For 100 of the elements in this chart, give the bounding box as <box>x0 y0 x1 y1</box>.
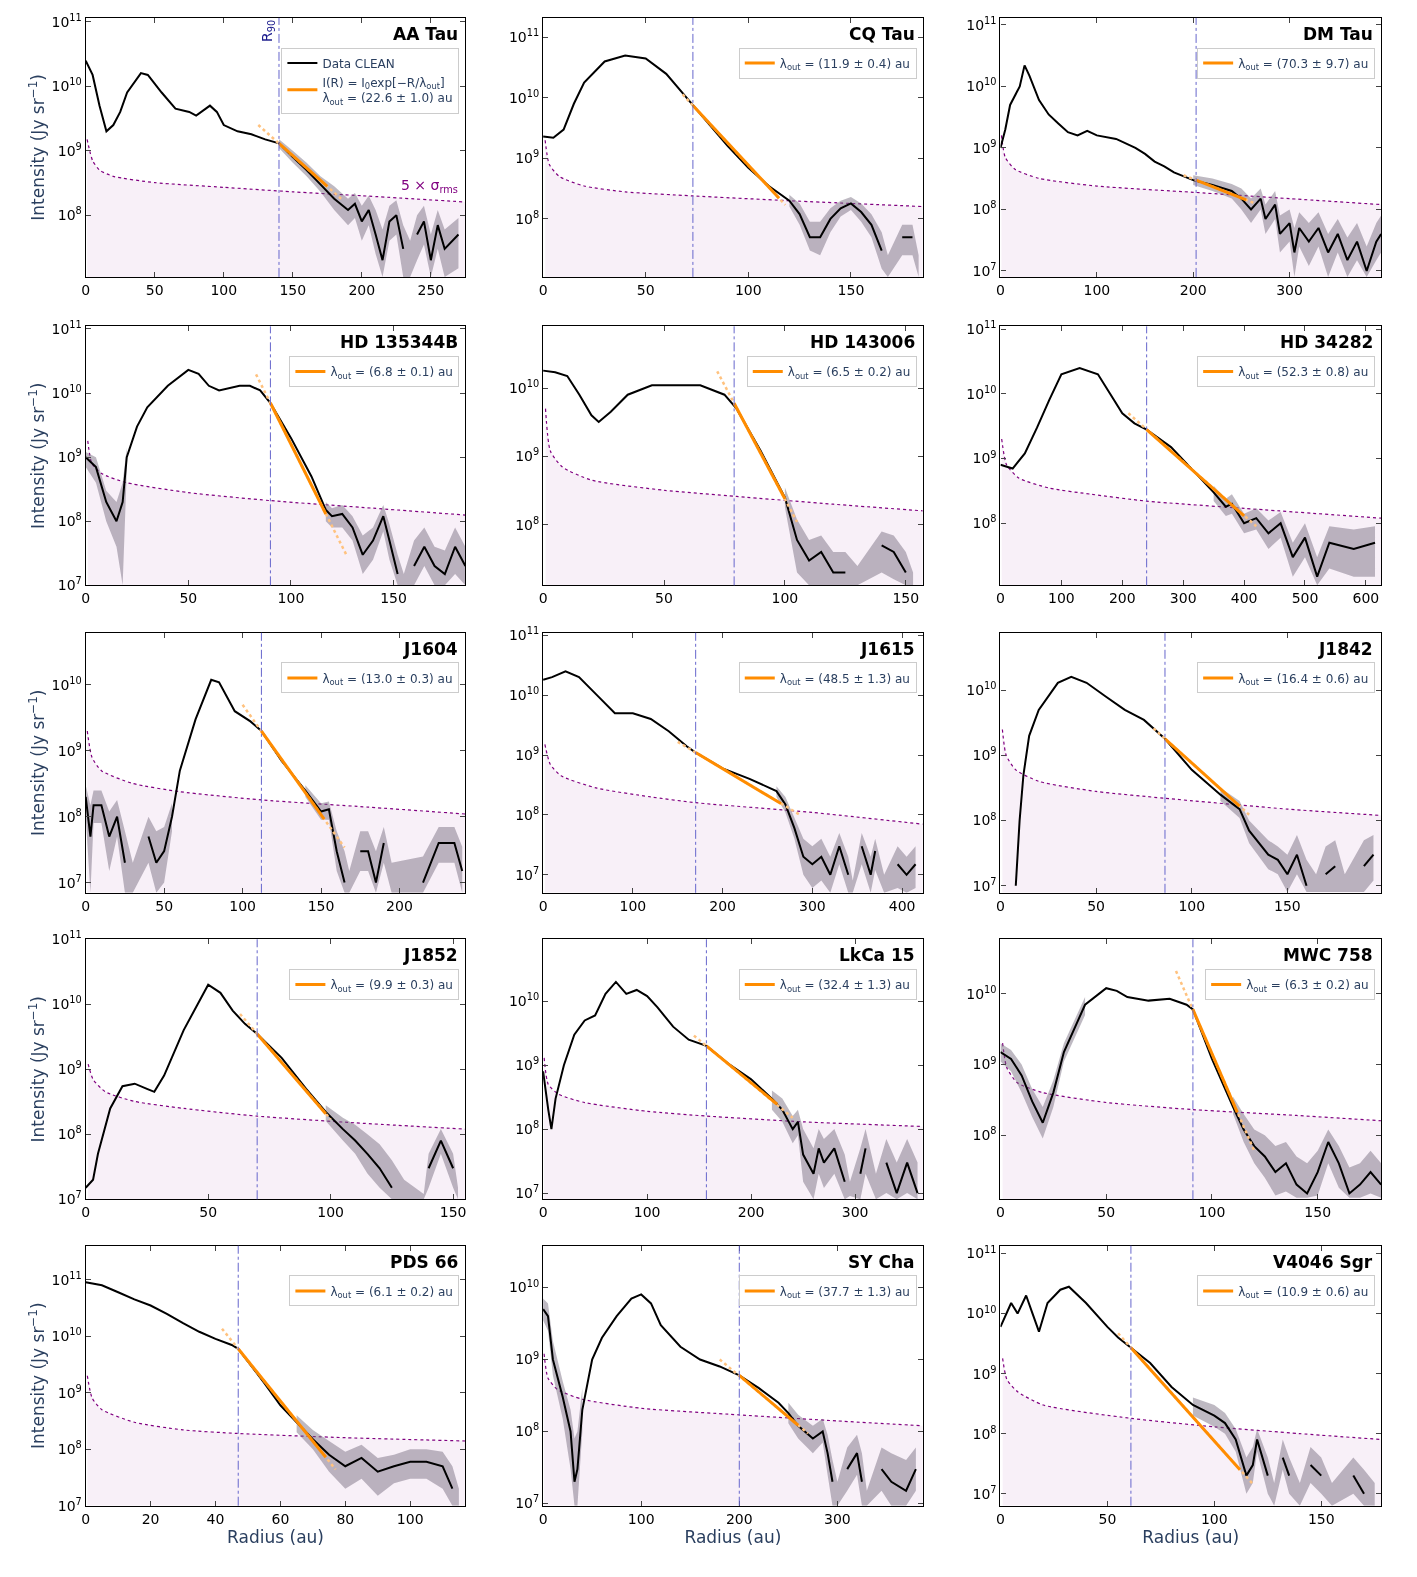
y-tick-label: 10$^{8}$ <box>57 1124 82 1143</box>
chart-title: AA Tau <box>393 24 459 44</box>
y-tick-label: 10$^{8}$ <box>515 804 540 823</box>
x-tick-label: 200 <box>737 1204 765 1221</box>
y-tick-label: 10$^{11}$ <box>51 11 82 30</box>
chart-title: LkCa 15 <box>839 945 915 965</box>
chart-title: HD 34282 <box>1280 332 1374 352</box>
y-tick-label: 10$^{10}$ <box>51 994 82 1013</box>
y-tick-label: 10$^{10}$ <box>51 675 82 693</box>
y-tick-label: 10$^{7}$ <box>515 864 540 883</box>
x-tick-label: 100 <box>1200 1510 1228 1527</box>
x-tick-label: 20 <box>141 1510 160 1527</box>
y-tick-label: 10$^{9}$ <box>972 448 997 467</box>
x-tick-label: 0 <box>996 1510 1005 1527</box>
x-tick-label: 100 <box>619 897 647 914</box>
y-tick-label: 10$^{11}$ <box>966 14 997 33</box>
x-tick-label: 40 <box>206 1510 225 1527</box>
x-tick-label: 200 <box>709 897 736 914</box>
y-tick-label: 10$^{10}$ <box>51 1326 82 1345</box>
y-tick-label: 10$^{10}$ <box>51 383 82 401</box>
y-tick-label: 10$^{8}$ <box>57 511 82 530</box>
x-tick-label: 0 <box>996 590 1005 607</box>
y-tick-label: 10$^{8}$ <box>57 205 82 224</box>
y-tick-label: 10$^{10}$ <box>966 983 997 1002</box>
y-tick-label: 10$^{9}$ <box>972 137 997 156</box>
x-axis-title: Radius (au) <box>684 1526 782 1547</box>
y-tick-label: 10$^{9}$ <box>57 140 82 159</box>
y-tick-label: 10$^{7}$ <box>57 872 82 891</box>
y-tick-label: 10$^{9}$ <box>57 1059 82 1078</box>
y-tick-label: 10$^{8}$ <box>515 1119 540 1138</box>
x-tick-label: 50 <box>1087 897 1106 914</box>
y-tick-label: 10$^{9}$ <box>515 1349 540 1368</box>
x-tick-label: 100 <box>229 897 256 914</box>
x-tick-label: 100 <box>396 1510 424 1527</box>
legend-label: λ$_{out}$ = (11.9 ± 0.4) au <box>779 56 910 73</box>
y-tick-label: 10$^{9}$ <box>57 447 82 466</box>
x-tick-label: 200 <box>1108 590 1136 607</box>
x-tick-label: 50 <box>1097 1204 1116 1221</box>
x-tick-label: 100 <box>734 281 762 298</box>
y-tick-label: 10$^{10}$ <box>966 1303 997 1322</box>
y-tick-label: 10$^{9}$ <box>515 1055 540 1074</box>
chart-title: J1852 <box>403 945 458 965</box>
legend-label: λ$_{out}$ = (6.1 ± 0.2) au <box>330 1284 453 1301</box>
y-tick-label: 10$^{7}$ <box>57 575 82 594</box>
y-tick-label: 10$^{7}$ <box>515 1493 540 1512</box>
x-tick-label: 100 <box>317 1204 345 1221</box>
legend-label: λ$_{out}$ = (6.8 ± 0.1) au <box>330 365 453 381</box>
x-tick-label: 0 <box>81 1204 91 1221</box>
chart-title: DM Tau <box>1303 24 1373 44</box>
y-tick-label: 10$^{11}$ <box>508 625 540 644</box>
x-tick-label: 0 <box>538 897 548 914</box>
x-tick-label: 0 <box>996 281 1005 298</box>
chart-title: J1842 <box>1318 639 1373 659</box>
x-tick-label: 300 <box>1276 281 1303 298</box>
y-tick-label: 10$^{10}$ <box>508 87 540 106</box>
x-tick-label: 100 <box>277 590 305 607</box>
y-tick-label: 10$^{9}$ <box>57 740 82 759</box>
x-tick-label: 150 <box>439 1204 467 1221</box>
chart-title: SY Cha <box>848 1252 915 1272</box>
x-tick-label: 200 <box>1179 281 1207 298</box>
x-tick-label: 0 <box>538 1204 548 1221</box>
x-tick-label: 0 <box>996 897 1005 914</box>
chart-title: V4046 Sgr <box>1273 1252 1373 1272</box>
y-tick-label: 10$^{10}$ <box>966 76 997 95</box>
y-tick-label: 10$^{8}$ <box>972 199 997 218</box>
x-tick-label: 0 <box>538 590 548 607</box>
y-tick-label: 10$^{9}$ <box>972 1363 997 1382</box>
y-tick-label: 10$^{11}$ <box>51 1269 82 1288</box>
chart-title: J1604 <box>403 639 458 659</box>
annotation: 5 × σ$_{rms}$ <box>401 177 458 195</box>
y-tick-label: 10$^{11}$ <box>51 319 82 337</box>
y-tick-label: 10$^{8}$ <box>57 806 82 825</box>
x-tick-label: 150 <box>1274 897 1301 914</box>
x-tick-label: 0 <box>81 281 91 298</box>
chart-title: HD 143006 <box>810 332 916 352</box>
x-tick-label: 100 <box>771 590 799 607</box>
x-tick-label: 50 <box>636 281 655 298</box>
x-tick-label: 200 <box>386 897 413 914</box>
x-tick-label: 0 <box>538 281 548 298</box>
chart-title: CQ Tau <box>849 24 915 44</box>
x-tick-label: 250 <box>417 281 445 298</box>
y-tick-label: 10$^{8}$ <box>515 1421 540 1440</box>
y-tick-label: 10$^{10}$ <box>966 383 997 402</box>
y-tick-label: 10$^{10}$ <box>51 76 82 95</box>
x-tick-label: 150 <box>1307 1510 1335 1527</box>
x-tick-label: 100 <box>1198 1204 1226 1221</box>
y-tick-label: 10$^{8}$ <box>57 1439 82 1458</box>
chart-title: HD 135344B <box>340 332 459 352</box>
legend-label: λ$_{out}$ = (10.9 ± 0.6) au <box>1238 1284 1369 1301</box>
legend-label: λ$_{out}$ = (70.3 ± 9.7) au <box>1238 56 1369 73</box>
x-tick-label: 0 <box>81 590 91 607</box>
x-tick-label: 500 <box>1291 590 1319 607</box>
y-tick-label: 10$^{10}$ <box>508 991 540 1010</box>
y-tick-label: 10$^{10}$ <box>508 1277 540 1296</box>
y-tick-label: 10$^{7}$ <box>57 1495 82 1514</box>
y-tick-label: 10$^{8}$ <box>515 208 540 227</box>
y-tick-label: 10$^{7}$ <box>972 875 997 894</box>
legend-label: λ$_{out}$ = (37.7 ± 1.3) au <box>779 1284 910 1301</box>
text: I(R) = I$_{0}$exp[−R/λ$_{out}$] λ$_{out}$ = (22.6 ± 1.0) au <box>322 75 453 107</box>
y-tick-label: 10$^{9}$ <box>515 446 540 465</box>
